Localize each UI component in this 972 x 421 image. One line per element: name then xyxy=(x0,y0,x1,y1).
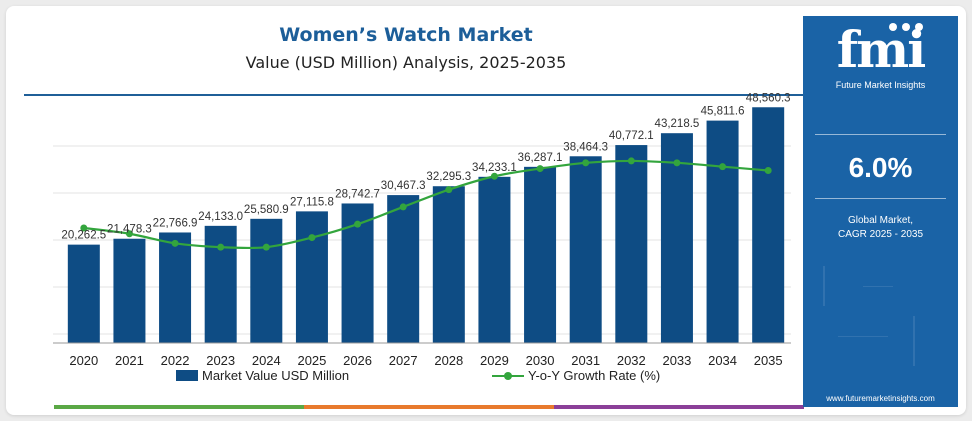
fmi-tagline: Future Market Insights xyxy=(835,80,926,90)
bar-2021 xyxy=(113,238,146,343)
bar-2023 xyxy=(204,225,237,343)
bar-value-label: 24,133.0 xyxy=(198,211,243,223)
bar-value-label: 30,467.3 xyxy=(381,180,426,192)
x-tick-label: 2031 xyxy=(571,353,600,368)
bar-value-label: 34,233.1 xyxy=(472,162,517,174)
legend-bar-label: Market Value USD Million xyxy=(202,368,350,383)
bar-value-label: 43,218.5 xyxy=(655,118,700,130)
cagr-label-line1: Global Market, xyxy=(847,215,914,226)
bar-2028 xyxy=(432,186,465,343)
bar-value-label: 32,295.3 xyxy=(426,171,471,183)
bottom-segment-orange xyxy=(304,405,554,409)
cagr-value: 6.0% xyxy=(848,152,913,183)
growth-point-2020 xyxy=(80,224,88,232)
bar-2032 xyxy=(615,145,648,343)
cagr-label: Global Market, CAGR 2025 - 2035 xyxy=(803,214,958,242)
x-tick-label: 2022 xyxy=(161,353,190,368)
x-tick-label: 2035 xyxy=(754,353,783,368)
x-tick-label: 2025 xyxy=(297,353,326,368)
x-tick-label: 2027 xyxy=(389,353,418,368)
website-url: www.futuremarketinsights.com xyxy=(826,394,935,403)
bar-value-label: 27,115.8 xyxy=(290,196,334,208)
bottom-color-bar xyxy=(54,405,804,409)
chart-subtitle: Value (USD Million) Analysis, 2025-2035 xyxy=(245,53,567,72)
growth-point-2022 xyxy=(171,239,179,247)
bar-value-label: 21,478.3 xyxy=(107,224,152,236)
bar-2029 xyxy=(478,176,511,343)
bar-value-label: 40,772.1 xyxy=(609,130,654,142)
growth-point-2035 xyxy=(764,167,772,174)
bar-value-label: 36,287.1 xyxy=(518,152,563,164)
x-tick-label: 2023 xyxy=(206,353,235,368)
growth-point-2033 xyxy=(673,159,681,167)
bar-2033 xyxy=(660,133,693,343)
cagr-label-line2: CAGR 2025 - 2035 xyxy=(837,229,924,240)
chart-card: Women’s Watch Market Value (USD Million)… xyxy=(6,6,966,415)
fmi-logo: fmi xyxy=(836,20,926,79)
bar-value-label: 48,560.3 xyxy=(746,92,791,104)
growth-point-2034 xyxy=(719,163,727,171)
bar-value-label: 45,811.6 xyxy=(701,106,745,118)
growth-point-2026 xyxy=(354,220,362,228)
growth-point-2027 xyxy=(399,203,407,211)
growth-point-2024 xyxy=(262,243,270,251)
bar-2025 xyxy=(295,211,328,343)
legend-line-label: Y-o-Y Growth Rate (%) xyxy=(528,368,661,383)
x-tick-label: 2032 xyxy=(617,353,646,368)
bar-2024 xyxy=(250,218,283,343)
panel-divider-top xyxy=(815,134,946,135)
bottom-segment-green xyxy=(54,405,304,409)
bar-value-label: 25,580.9 xyxy=(244,204,289,216)
growth-rate-line xyxy=(83,159,769,250)
panel-divider-bottom xyxy=(815,198,946,199)
bar-value-label: 22,766.9 xyxy=(153,217,198,229)
growth-point-2025 xyxy=(308,234,316,242)
legend-line-swatch xyxy=(492,371,524,380)
bar-2034 xyxy=(706,120,739,344)
x-tick-label: 2028 xyxy=(434,353,463,368)
bar-2027 xyxy=(387,195,420,343)
x-tick-label: 2029 xyxy=(480,353,509,368)
bar-2035 xyxy=(752,107,785,344)
x-tick-label: 2021 xyxy=(115,353,144,368)
chart-title: Women’s Watch Market xyxy=(279,24,533,46)
x-tick-label: 2024 xyxy=(252,353,281,368)
title-divider xyxy=(24,94,804,96)
x-tick-label: 2034 xyxy=(708,353,737,368)
growth-point-2023 xyxy=(217,243,225,251)
bar-2022 xyxy=(159,232,192,343)
bar-2031 xyxy=(569,156,602,343)
growth-point-2029 xyxy=(490,172,498,180)
growth-point-2031 xyxy=(582,159,590,167)
x-tick-label: 2026 xyxy=(343,353,372,368)
logo-dots-icon xyxy=(889,18,928,36)
growth-point-2028 xyxy=(445,186,453,194)
bar-value-label: 20,262.5 xyxy=(61,230,106,242)
bar-2020 xyxy=(67,244,100,343)
legend-bar-swatch xyxy=(176,370,198,381)
fmi-side-panel: fmi Future Market Insights 6.0% Global M… xyxy=(803,16,958,407)
bar-value-label: 28,742.7 xyxy=(335,188,380,200)
market-chart: 20,262.5 21,478.322,766.924,133.025,580.9… xyxy=(53,92,791,368)
legend-line-entry: Y-o-Y Growth Rate (%) xyxy=(492,368,660,383)
bar-2030 xyxy=(524,166,557,343)
x-tick-label: 2033 xyxy=(662,353,691,368)
growth-point-2032 xyxy=(627,157,635,165)
bar-value-label: 38,464.3 xyxy=(563,141,608,153)
bottom-segment-purple xyxy=(554,405,804,409)
x-tick-label: 2030 xyxy=(526,353,555,368)
legend-bar-entry: Market Value USD Million xyxy=(176,368,349,383)
growth-point-2030 xyxy=(536,165,544,173)
growth-point-2021 xyxy=(125,230,133,238)
x-tick-label: 2020 xyxy=(69,353,98,368)
